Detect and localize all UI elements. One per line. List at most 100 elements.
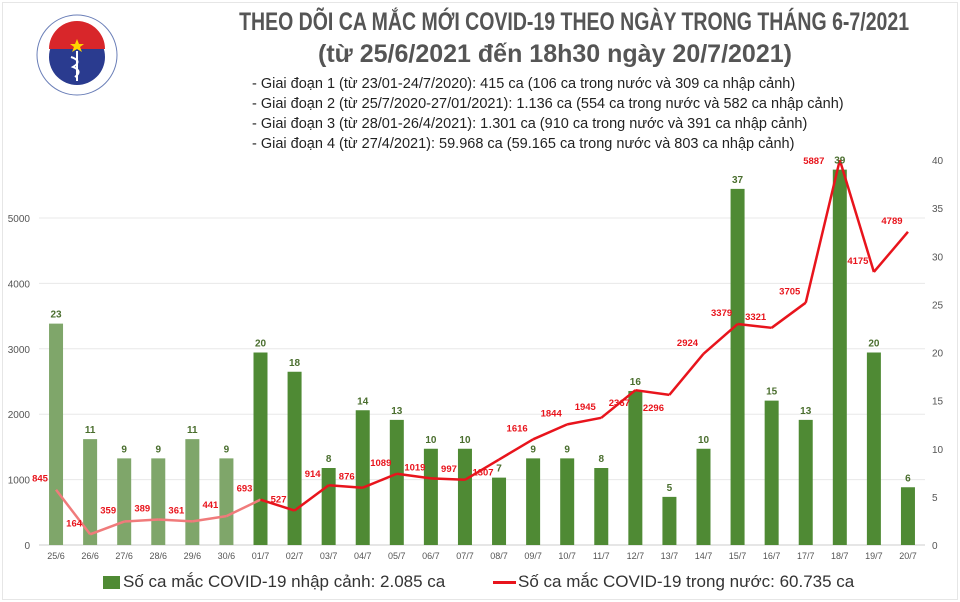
line-segment-domestic: [804, 159, 842, 303]
bar-imported: [900, 487, 915, 545]
bar-label: 13: [391, 406, 403, 417]
bar-label: 11: [85, 425, 96, 436]
bar-imported: [594, 468, 609, 545]
line-label: 361: [168, 505, 185, 516]
phase-note: - Giai đoạn 4 (từ 27/4/2021): 59.968 ca …: [252, 136, 795, 152]
x-axis-tick: 16/7: [763, 551, 781, 561]
x-axis-tick: 09/7: [524, 551, 542, 561]
chart-subtitle: (từ 25/6/2021 đến 18h30 ngày 20/7/2021): [318, 40, 792, 68]
line-segment-domestic: [532, 423, 568, 441]
line-segment-domestic: [293, 484, 330, 512]
x-axis-tick: 14/7: [695, 551, 713, 561]
ministry-of-health-logo: [36, 14, 118, 96]
line-label: 845: [32, 474, 49, 485]
bar-imported: [423, 448, 438, 545]
x-axis-tick: 26/6: [81, 551, 99, 561]
bar-imported: [185, 439, 200, 545]
line-label: 4175: [847, 256, 869, 267]
x-axis-tick: 08/7: [490, 551, 508, 561]
bar-label: 13: [800, 406, 812, 417]
line-label: 1307: [472, 468, 493, 479]
line-segment-domestic: [668, 352, 705, 396]
phase-notes: - Giai đoạn 1 (từ 23/01-24/7/2020): 415 …: [252, 74, 844, 154]
line-segment-domestic: [702, 323, 739, 355]
line-segment-domestic: [55, 488, 92, 536]
bar-label: 8: [326, 454, 332, 465]
line-label: 3705: [779, 287, 801, 298]
left-axis-tick: 0: [24, 541, 30, 552]
bar-imported: [389, 419, 404, 545]
line-label: 2296: [643, 403, 664, 414]
x-axis-tick: 25/6: [47, 551, 65, 561]
bar-imported: [832, 169, 847, 545]
line-segment-domestic: [600, 389, 637, 419]
legend-domestic-label: Số ca mắc COVID-19 trong nước: 60.735 ca: [518, 572, 855, 591]
bar-imported: [696, 448, 711, 545]
bar-label: 18: [289, 358, 301, 369]
bar-imported: [253, 352, 268, 545]
bar-imported: [457, 448, 472, 545]
line-label: 3379: [711, 308, 732, 319]
x-axis-tick: 30/6: [218, 551, 236, 561]
bar-label: 10: [698, 435, 710, 446]
x-axis-tick: 11/7: [593, 551, 610, 561]
bar-imported: [628, 391, 643, 545]
left-axis-tick: 2000: [8, 410, 31, 421]
line-segment-domestic: [566, 416, 602, 426]
line-label: 1844: [541, 408, 563, 419]
legend-imported: Số ca mắc COVID-19 nhập cảnh: 2.085 ca: [103, 572, 445, 592]
x-axis-tick: 28/6: [150, 551, 168, 561]
x-axis-tick: 12/7: [627, 551, 645, 561]
x-axis-tick: 20/7: [899, 551, 917, 561]
legend-bar-swatch: [103, 575, 120, 589]
x-axis-tick: 05/7: [388, 551, 406, 561]
left-axis-tick: 1000: [8, 476, 31, 487]
x-axis-tick: 01/7: [252, 551, 270, 561]
bar-imported: [662, 496, 677, 545]
bar-label: 5: [667, 483, 673, 494]
chart-title: THEO DÕI CA MẮC MỚI COVID-19 THEO NGÀY T…: [239, 8, 910, 36]
line-label: 876: [339, 472, 355, 483]
line-segment-domestic: [430, 477, 466, 482]
bar-imported: [355, 410, 370, 545]
line-segment-domestic: [225, 498, 262, 518]
x-axis-tick: 15/7: [729, 551, 747, 561]
legend-imported-label: Số ca mắc COVID-19 nhập cảnh: 2.085 ca: [123, 572, 446, 591]
line-label: 441: [202, 500, 219, 511]
bar-label: 23: [50, 310, 62, 321]
phase-note: - Giai đoạn 2 (từ 25/7/2020-27/01/2021):…: [252, 96, 844, 112]
bar-label: 15: [766, 387, 778, 398]
bar-label: 7: [496, 464, 502, 475]
line-label: 2924: [677, 338, 699, 349]
x-axis-tick: 18/7: [831, 551, 849, 561]
x-axis-tick: 07/7: [456, 551, 474, 561]
right-axis-tick: 35: [932, 204, 944, 215]
bar-imported: [560, 458, 575, 545]
line-label: 914: [305, 469, 322, 480]
x-axis-tick: 06/7: [422, 551, 440, 561]
line-label: 527: [271, 495, 287, 506]
line-segment-domestic: [635, 388, 670, 397]
bar-label: 20: [255, 339, 267, 350]
bar-imported: [526, 458, 541, 545]
bar-label: 8: [598, 454, 604, 465]
bar-label: 10: [425, 435, 437, 446]
line-label: 164: [66, 518, 83, 529]
bar-label: 37: [732, 175, 744, 186]
bar-imported: [866, 352, 881, 545]
line-label: 1945: [575, 402, 597, 413]
bar-label: 6: [905, 473, 911, 484]
right-axis-tick: 5: [932, 493, 938, 504]
bar-label: 9: [564, 444, 570, 455]
line-label: 4789: [881, 216, 902, 227]
line-segment-domestic: [89, 520, 125, 536]
line-segment-domestic: [260, 498, 295, 512]
line-label: 693: [237, 484, 253, 495]
line-label: 389: [134, 504, 150, 515]
x-axis-tick: 03/7: [320, 551, 338, 561]
left-axis-tick: 4000: [8, 279, 31, 290]
right-axis-tick: 0: [932, 541, 938, 552]
bar-imported: [117, 458, 132, 545]
legend-line-swatch: [493, 580, 516, 584]
bar-imported: [321, 468, 336, 545]
